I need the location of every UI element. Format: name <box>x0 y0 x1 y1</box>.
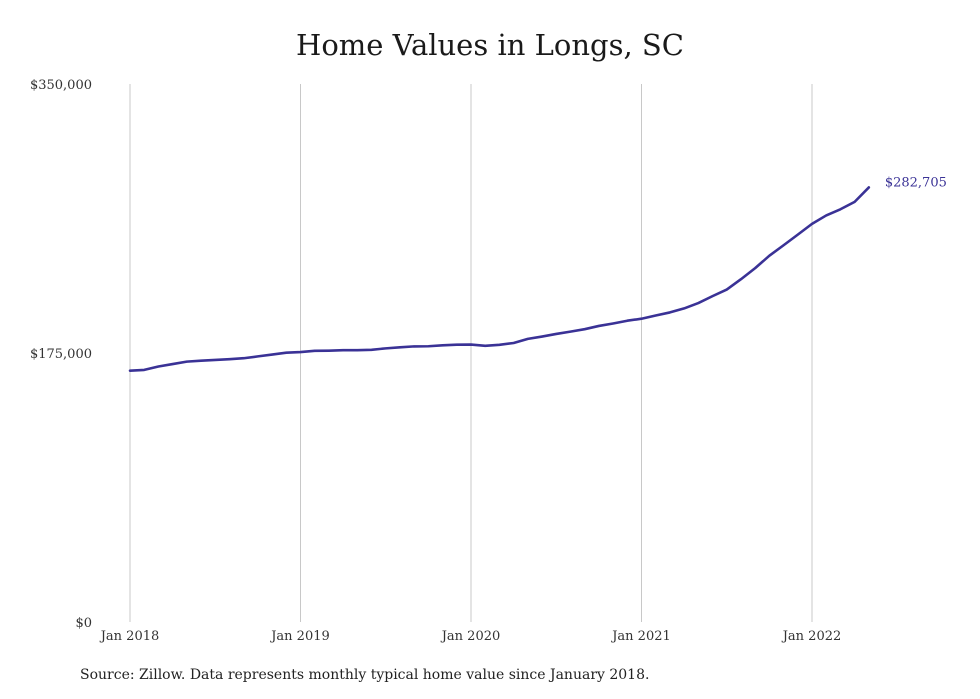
x-tick-label: Jan 2021 <box>610 629 671 644</box>
x-tick-label: Jan 2020 <box>440 629 501 644</box>
gridlines <box>129 84 813 622</box>
y-tick-label: $350,000 <box>30 78 92 93</box>
x-axis-tick-labels: Jan 2018 Jan 2019 Jan 2020 Jan 2021 Jan 2022 <box>99 629 842 644</box>
y-axis-tick-labels: $0 $175,000 $350,000 <box>30 78 92 631</box>
x-tick-label: Jan 2022 <box>781 629 842 644</box>
y-tick-label: $0 <box>75 616 92 631</box>
source-note: Source: Zillow. Data represents monthly … <box>80 667 650 683</box>
y-tick-label: $175,000 <box>30 347 92 362</box>
x-tick-label: Jan 2018 <box>99 629 160 644</box>
x-tick-label: Jan 2019 <box>269 629 330 644</box>
chart-title: Home Values in Longs, SC <box>296 28 684 62</box>
end-value-label: $282,705 <box>885 175 947 190</box>
home-value-line <box>128 186 871 372</box>
